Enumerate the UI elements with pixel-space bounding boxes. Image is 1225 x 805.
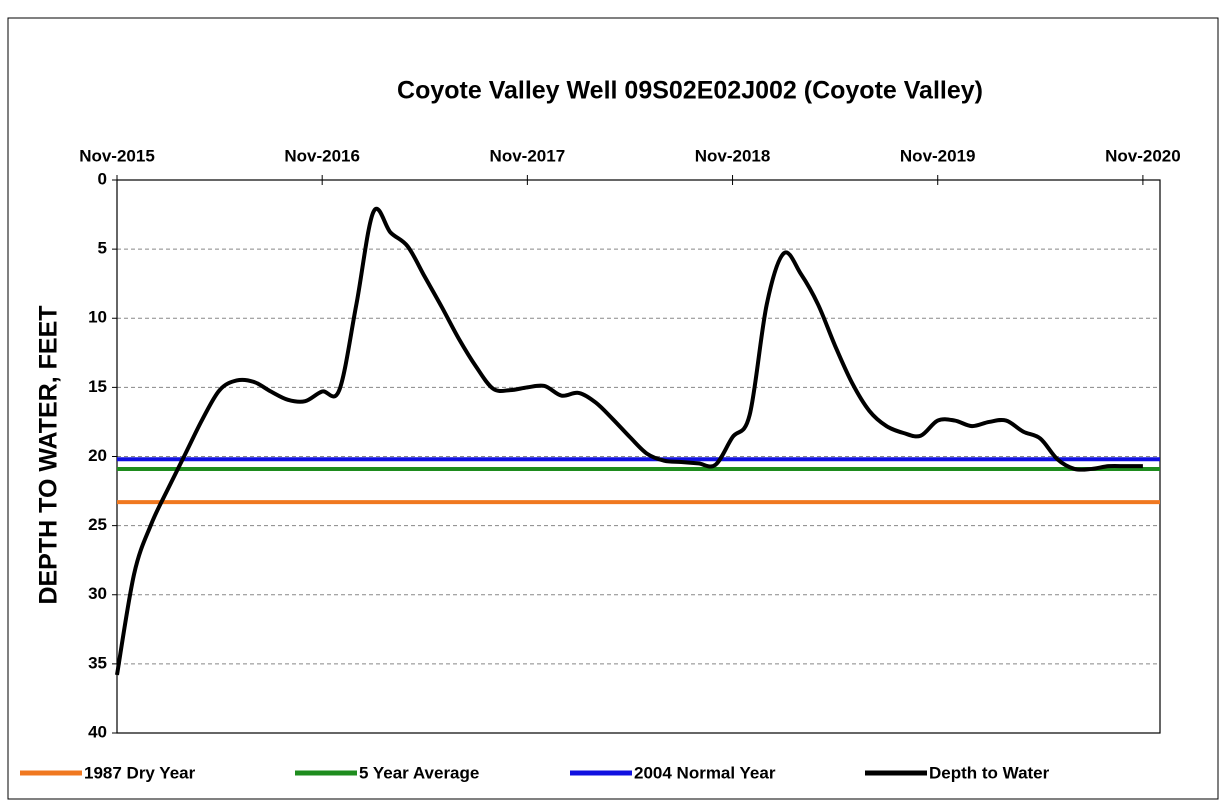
y-tick-label: 5 xyxy=(98,239,107,258)
y-tick-label: 25 xyxy=(88,515,107,534)
legend-label: 5 Year Average xyxy=(359,763,479,782)
y-tick-label: 15 xyxy=(88,377,107,396)
y-tick-label: 40 xyxy=(88,722,107,741)
y-tick-label: 10 xyxy=(88,308,107,327)
x-tick-label: Nov-2020 xyxy=(1105,146,1181,165)
chart-title: Coyote Valley Well 09S02E02J002 (Coyote … xyxy=(397,77,983,105)
legend-label: 1987 Dry Year xyxy=(84,763,196,782)
x-tick-label: Nov-2015 xyxy=(79,146,155,165)
x-tick-label: Nov-2017 xyxy=(490,146,566,165)
x-tick-label: Nov-2016 xyxy=(284,146,360,165)
chart-frame xyxy=(7,17,1219,800)
x-tick-label: Nov-2019 xyxy=(900,146,976,165)
x-tick-label: Nov-2018 xyxy=(695,146,771,165)
y-axis-title: DEPTH TO WATER, FEET xyxy=(35,305,63,604)
legend-label: Depth to Water xyxy=(929,763,1050,782)
y-tick-label: 35 xyxy=(88,653,107,672)
y-tick-label: 0 xyxy=(98,169,107,188)
y-tick-label: 30 xyxy=(88,584,107,603)
data-line xyxy=(115,207,1143,676)
y-tick-label: 20 xyxy=(88,446,107,465)
legend-label: 2004 Normal Year xyxy=(634,763,776,782)
plot-area xyxy=(116,179,1161,734)
